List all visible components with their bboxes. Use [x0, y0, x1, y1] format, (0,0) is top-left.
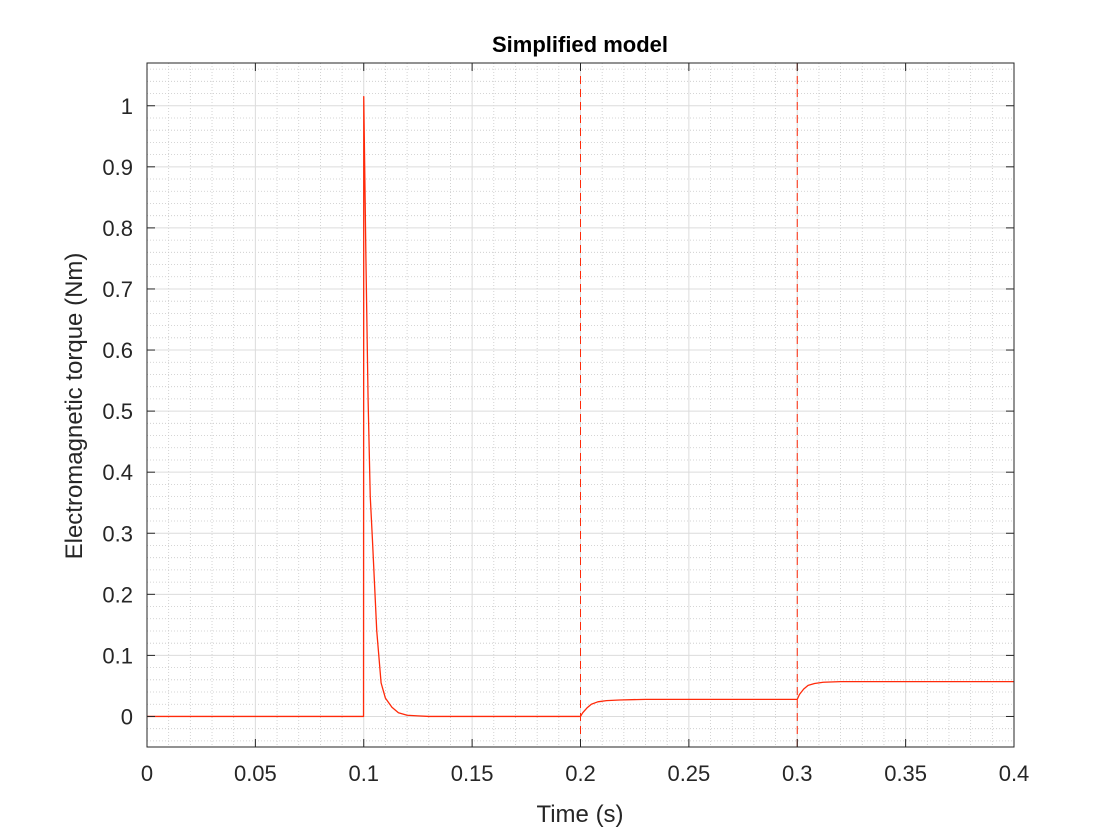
x-tick-label: 0.15 [451, 761, 494, 786]
x-tick-label: 0.2 [565, 761, 596, 786]
x-tick-label: 0.05 [234, 761, 277, 786]
x-tick-label: 0.1 [348, 761, 379, 786]
minor-grid [147, 63, 1014, 747]
x-axis-ticks: 0 0.05 0.1 0.15 0.2 0.25 0.3 0.35 0.4 [141, 63, 1029, 786]
y-tick-label: 0.8 [102, 216, 133, 241]
x-tick-label: 0.3 [782, 761, 813, 786]
y-tick-label: 0.3 [102, 521, 133, 546]
x-tick-label: 0.25 [667, 761, 710, 786]
series-line [147, 95, 1014, 718]
x-tick-label: 0.4 [999, 761, 1030, 786]
x-axis-label: Time (s) [536, 801, 623, 828]
y-axis-ticks: 0 0.1 0.2 0.3 0.4 0.5 0.6 0.7 0.8 0.9 1 [102, 94, 1014, 729]
reference-lines [580, 63, 798, 747]
data-series [147, 95, 1014, 718]
y-tick-label: 0.2 [102, 582, 133, 607]
y-tick-label: 0.9 [102, 155, 133, 180]
y-tick-label: 0.5 [102, 399, 133, 424]
y-tick-label: 0 [121, 704, 133, 729]
y-tick-label: 0.4 [102, 460, 133, 485]
y-axis-label: Electromagnetic torque (Nm) [61, 253, 88, 560]
x-tick-label: 0.35 [884, 761, 927, 786]
y-tick-label: 0.1 [102, 643, 133, 668]
x-tick-label: 0 [141, 761, 153, 786]
y-tick-label: 0.7 [102, 277, 133, 302]
y-tick-label: 0.6 [102, 338, 133, 363]
chart-title: Simplified model [492, 32, 668, 57]
y-tick-label: 1 [121, 94, 133, 119]
